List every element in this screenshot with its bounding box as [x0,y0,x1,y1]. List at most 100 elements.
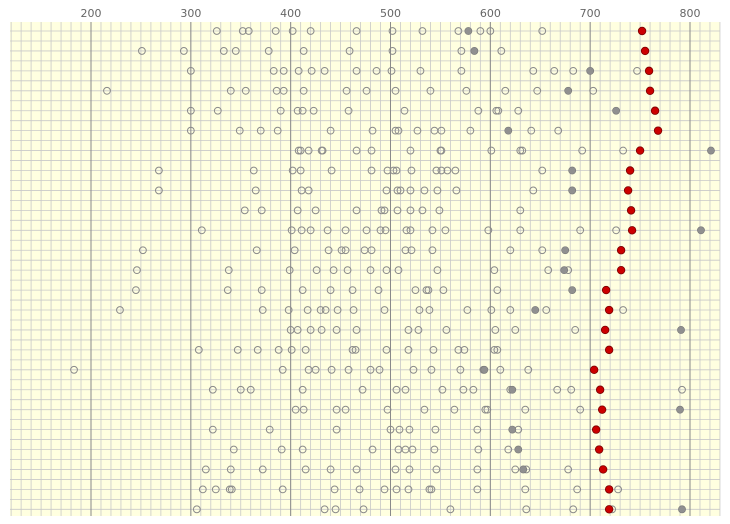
open-marker-point [437,166,446,175]
open-marker-point [533,86,542,95]
minor-grid-horizontal [10,30,720,510]
open-marker-point [296,146,305,155]
open-marker-point [473,425,482,434]
open-marker-point [411,286,420,294]
x-tick-label: 600 [480,7,501,20]
open-marker-point [406,186,415,195]
open-marker-point [487,306,496,314]
open-marker-point [330,485,339,494]
open-marker-point [678,385,686,394]
x-tick-labels: 200 300 400 500 600 700 800 [81,7,701,20]
open-marker-point [578,146,587,155]
open-marker-point [571,326,580,334]
open-marker-point [296,166,305,175]
open-marker-point [389,166,398,175]
gray-marker-point [707,146,715,155]
open-marker-point [418,27,427,35]
open-marker-point [226,465,235,474]
open-marker-point [428,246,437,255]
gray-marker-point [676,405,684,414]
open-marker-point [279,86,288,95]
open-marker-point [487,146,496,155]
gray-marker-point [561,246,570,255]
red-marker-point [597,405,607,414]
open-marker-point [393,186,402,195]
open-marker-point [103,86,111,95]
red-marker-point [616,265,626,275]
open-marker-point [359,505,368,514]
open-marker-point [501,86,510,95]
open-marker-point [491,326,500,334]
open-marker-point [326,126,335,135]
open-marker-point [544,266,553,275]
open-marker-point [238,27,247,35]
open-marker-point [393,206,402,215]
x-tick-label: 700 [580,7,601,20]
open-marker-point [133,266,141,275]
open-marker-point [186,66,195,75]
open-marker-point [236,385,245,394]
gray-marker-point [504,126,513,135]
open-marker-point [569,505,578,514]
open-marker-point [299,405,308,414]
red-marker-point [623,186,633,195]
open-marker-point [457,66,466,75]
open-marker-point [425,485,434,494]
red-marker-point [640,46,650,56]
open-marker-point [441,226,450,235]
open-marker-point [514,106,523,115]
open-marker-point [454,345,463,354]
red-marker-point [604,305,614,315]
gray-marker-point [531,306,540,314]
open-marker-point [391,126,400,135]
open-marker-point [362,86,371,95]
open-marker-point [139,246,147,255]
open-marker-point [426,86,435,95]
open-marker-point [460,345,469,354]
gray-marker-point [568,186,577,195]
open-marker-point [462,86,471,95]
open-marker-point [511,326,520,334]
open-marker-point [323,226,332,235]
red-marker-point [627,226,637,235]
open-marker-point [518,146,527,155]
open-marker-point [435,206,444,215]
open-marker-point [416,66,425,75]
open-marker-point [550,66,559,75]
open-marker-point [229,445,238,454]
red-marker-point [653,126,663,135]
open-marker-point [446,505,455,514]
gray-marker-series [464,27,715,514]
plot-background [10,22,720,516]
open-marker-point [380,306,389,314]
open-marker-point [355,485,364,494]
open-marker-point [375,365,384,374]
open-marker-point [377,206,386,215]
gray-marker-point [514,445,523,454]
open-marker-point [279,66,288,75]
red-marker-point [604,505,614,514]
open-marker-point [293,326,302,334]
open-marker-point [387,66,396,75]
open-marker-point [466,126,475,135]
open-marker-point [612,226,621,235]
open-marker-point [404,345,413,354]
open-marker-point [271,27,280,35]
open-marker-point [264,47,273,55]
open-marker-point [429,345,438,354]
open-marker-point [422,286,431,294]
open-marker-point [337,246,346,255]
open-marker-point [486,27,495,35]
open-marker-point [284,306,293,314]
open-marker-point [589,86,598,95]
open-marker-point [433,266,442,275]
open-marker-point [332,405,341,414]
open-marker-point [420,405,429,414]
open-marker-point [442,326,451,334]
open-marker-point [476,27,485,35]
open-marker-point [506,306,515,314]
open-marker-point [186,106,195,115]
open-marker-point [341,226,350,235]
open-marker-point [374,286,383,294]
open-marker-point [154,186,163,195]
